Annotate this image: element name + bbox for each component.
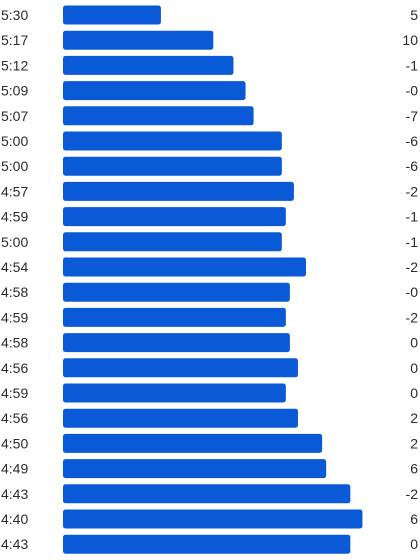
pace-label: 4:54: [1, 259, 28, 275]
split-bar: [63, 307, 286, 327]
elevation-label: 2: [410, 435, 418, 451]
elevation-label: -1: [406, 234, 419, 250]
pace-label: 4:59: [1, 209, 28, 225]
elevation-label: 0: [410, 536, 418, 552]
elevation-label: 6: [410, 461, 418, 477]
split-bar: [63, 156, 282, 176]
split-bar: [63, 333, 290, 353]
pace-label: 4:59: [1, 309, 28, 325]
pace-label: 5:17: [1, 32, 28, 48]
elevation-label: -1: [406, 209, 419, 225]
split-bar: [63, 181, 294, 201]
elevation-label: -2: [406, 309, 419, 325]
split-bar: [63, 459, 327, 479]
pace-label: 4:43: [1, 536, 28, 552]
pace-label: 5:00: [1, 234, 28, 250]
elevation-label: -6: [406, 158, 419, 174]
pace-label: 4:56: [1, 410, 28, 426]
split-bar: [63, 257, 307, 277]
pace-label: 4:49: [1, 461, 28, 477]
split-bar: [63, 106, 254, 126]
split-bar: [63, 408, 298, 428]
elevation-label: -2: [406, 259, 419, 275]
pace-label: 5:30: [1, 7, 28, 23]
pace-label: 4:58: [1, 335, 28, 351]
pace-label: 4:56: [1, 360, 28, 376]
elevation-label: -7: [406, 108, 419, 124]
split-bar: [63, 383, 286, 403]
elevation-label: -1: [406, 57, 419, 73]
split-bar: [63, 131, 282, 151]
pace-label: 4:40: [1, 511, 28, 527]
split-bar: [63, 534, 351, 554]
elevation-label: 6: [410, 511, 418, 527]
split-bar: [63, 30, 214, 50]
elevation-label: -6: [406, 133, 419, 149]
elevation-label: -2: [406, 486, 419, 502]
split-bar: [63, 81, 246, 101]
split-bar: [63, 484, 351, 504]
split-bar: [63, 55, 234, 75]
split-bar: [63, 358, 298, 378]
split-bar: [63, 509, 363, 529]
split-bar: [63, 207, 286, 227]
elevation-label: -0: [406, 284, 419, 300]
elevation-label: 0: [410, 335, 418, 351]
split-bar: [63, 5, 161, 25]
split-bar: [63, 232, 282, 252]
elevation-label: 10: [402, 32, 418, 48]
pace-label: 4:58: [1, 284, 28, 300]
pace-label: 5:00: [1, 133, 28, 149]
pace-label: 4:59: [1, 385, 28, 401]
pace-label: 5:12: [1, 57, 28, 73]
split-bar: [63, 282, 290, 302]
elevation-label: -0: [406, 83, 419, 99]
pace-label: 4:57: [1, 183, 28, 199]
elevation-label: 0: [410, 385, 418, 401]
elevation-label: -2: [406, 183, 419, 199]
split-bar: [63, 433, 323, 453]
pace-label: 4:43: [1, 486, 28, 502]
elevation-label: 2: [410, 410, 418, 426]
pace-label: 5:07: [1, 108, 28, 124]
pace-label: 5:09: [1, 83, 28, 99]
pace-label: 5:00: [1, 158, 28, 174]
elevation-label: 0: [410, 360, 418, 376]
pace-label: 4:50: [1, 435, 28, 451]
elevation-label: 5: [410, 7, 418, 23]
